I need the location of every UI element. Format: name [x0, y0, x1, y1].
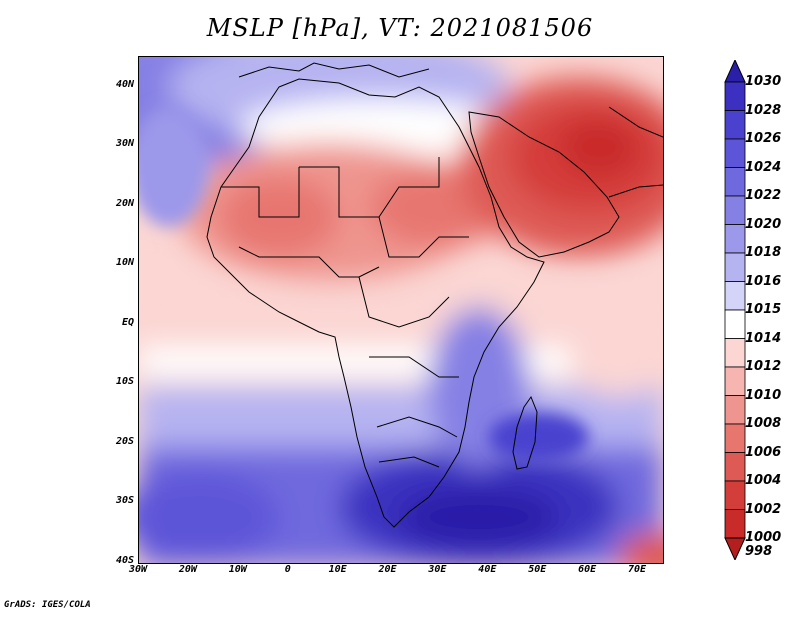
mslp-map: [138, 56, 664, 564]
colorbar-segment: [724, 452, 746, 482]
colorbar-top-arrow: [724, 60, 746, 83]
colorbar-level-label: 1028: [745, 102, 782, 118]
colorbar-level-label: 1018: [745, 245, 782, 260]
lat-tick-label: 40N: [115, 78, 134, 90]
colorbar-level-label: 1002: [745, 501, 782, 517]
country-border: [279, 256, 380, 278]
colorbar-segment: [724, 395, 746, 425]
colorbar-level-label: 998: [745, 544, 773, 559]
colorbar-segment: [724, 509, 746, 539]
colorbar-level-label: 1010: [745, 387, 782, 403]
pressure-band: [139, 287, 663, 347]
lat-tick-label: 30S: [115, 495, 134, 507]
colorbar-segment: [724, 252, 746, 282]
pressure-detail: [139, 107, 589, 462]
africa-coast: [206, 78, 545, 528]
colorbar-level-label: 1024: [745, 159, 782, 175]
colorbar-level-label: 1012: [745, 359, 782, 374]
lat-tick-label: 40S: [115, 555, 134, 566]
pressure-field: [139, 57, 663, 563]
lon-tick-label: 30E: [428, 564, 447, 575]
lon-tick-label: 70E: [628, 564, 647, 575]
lon-tick-label: 30W: [128, 564, 148, 575]
lat-tick-label: EQ: [121, 316, 134, 328]
colorbar-segment: [724, 480, 746, 510]
colorbar-level-label: 1000: [745, 530, 782, 545]
pressure-cell: [559, 117, 639, 177]
colorbar-level-label: 1008: [745, 416, 782, 431]
colorbar-level-label: 1016: [745, 273, 782, 289]
chart-title: MSLP [hPa], VT: 2021081506: [206, 14, 594, 42]
colorbar-segment: [724, 195, 746, 225]
colorbar-segment: [724, 366, 746, 396]
colorbar-level-label: 1006: [745, 444, 782, 460]
country-border: [221, 167, 300, 218]
pressure-cell: [239, 99, 519, 155]
colorbar-segment: [724, 110, 746, 140]
colorbar-level-label: 1004: [745, 473, 782, 488]
lon-tick-label: 20W: [178, 564, 197, 575]
arabia-coast: [468, 111, 620, 258]
coastlines: [206, 62, 663, 528]
colorbar-bottom-arrow: [724, 537, 746, 560]
asia-coast: [608, 106, 663, 138]
country-border: [358, 276, 450, 328]
europe-coast: [238, 62, 430, 78]
pressure-cell: [399, 487, 559, 547]
country-border: [378, 456, 440, 468]
country-border: [369, 356, 459, 378]
colorbar-segment: [724, 309, 746, 339]
pressure-cell: [569, 317, 663, 397]
lon-tick-label: 0: [284, 564, 291, 575]
pressure-cell: [139, 107, 209, 227]
lat-tick-label: 30N: [115, 138, 134, 150]
country-border: [238, 246, 279, 258]
colorbar-segment: [724, 338, 746, 368]
madagascar-coast: [512, 395, 538, 470]
country-border: [376, 416, 458, 438]
lat-tick-label: 20S: [115, 435, 134, 447]
lon-tick-label: 40E: [478, 564, 497, 575]
colorbar-level-label: 1020: [745, 216, 782, 232]
colorbar-segment: [724, 81, 746, 111]
colorbar-level-label: 1022: [745, 188, 782, 203]
colorbar: 1030 1028 1026 1024 1022 1020 1018 1016 1015 1014…: [723, 60, 793, 560]
lat-tick-label: 20N: [115, 197, 134, 209]
colorbar-segment: [724, 167, 746, 197]
colorbar-level-label: 1030: [745, 74, 782, 89]
lon-tick-label: 10W: [228, 564, 247, 575]
pressure-cell: [489, 412, 589, 462]
country-border: [378, 216, 469, 258]
colorbar-segment: [724, 281, 746, 311]
pressure-cell: [139, 472, 279, 562]
lon-tick-label: 20E: [378, 564, 397, 575]
pressure-cell: [619, 532, 663, 563]
footer-credit: GrADS: IGES/COLA: [4, 600, 91, 610]
colorbar-segment: [724, 423, 746, 453]
lon-tick-label: 60E: [578, 564, 597, 575]
lon-tick-label: 10E: [328, 564, 347, 575]
lat-tick-label: 10S: [115, 376, 134, 388]
colorbar-level-label: 1014: [745, 330, 782, 346]
asia-coast: [608, 184, 663, 198]
lon-tick-label: 50E: [528, 564, 547, 575]
colorbar-level-label: 1026: [745, 131, 782, 146]
colorbar-segment: [724, 224, 746, 254]
lat-tick-label: 10N: [115, 257, 134, 269]
colorbar-segment: [724, 138, 746, 168]
colorbar-level-label: 1015: [745, 302, 782, 317]
